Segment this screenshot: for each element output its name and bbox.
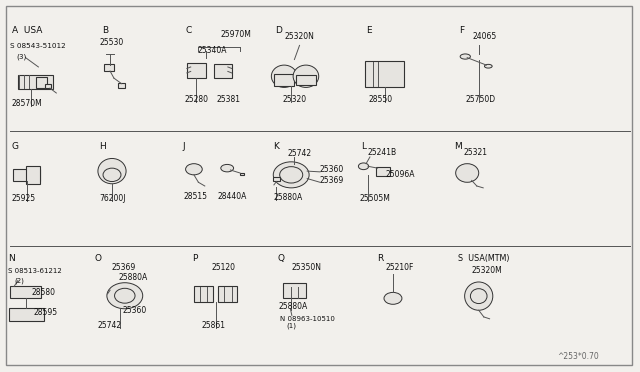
Text: 28440A: 28440A [218,192,247,201]
Ellipse shape [186,164,202,175]
Text: 25320M: 25320M [472,266,502,275]
Text: 28550: 28550 [369,95,393,104]
Text: G: G [12,142,19,151]
FancyBboxPatch shape [296,75,316,85]
Text: S 08513-61212: S 08513-61212 [8,268,62,274]
Text: 25750D: 25750D [466,95,496,104]
Text: R: R [378,254,384,263]
Text: 25742: 25742 [288,149,312,158]
FancyBboxPatch shape [194,286,213,302]
Ellipse shape [456,164,479,182]
Ellipse shape [271,65,297,87]
Text: 25320: 25320 [283,95,307,104]
FancyBboxPatch shape [36,77,47,88]
Ellipse shape [460,54,470,59]
Text: 25742: 25742 [97,321,122,330]
Text: 28515: 28515 [184,192,207,201]
FancyBboxPatch shape [104,64,114,71]
FancyBboxPatch shape [274,74,294,86]
FancyBboxPatch shape [240,173,244,175]
Text: 25880A: 25880A [273,193,303,202]
Text: Q: Q [278,254,285,263]
Text: 25360: 25360 [320,165,344,174]
Text: 25880A: 25880A [278,302,308,311]
Text: 25096A: 25096A [386,170,415,179]
Ellipse shape [293,65,319,87]
Text: K: K [273,142,279,151]
Text: 25120: 25120 [211,263,236,272]
Text: 25369: 25369 [112,263,136,272]
FancyBboxPatch shape [45,84,51,88]
FancyBboxPatch shape [187,63,206,78]
Text: 25505M: 25505M [360,194,390,203]
Ellipse shape [470,289,487,304]
Text: C: C [186,26,192,35]
Text: 25280: 25280 [184,95,209,104]
Text: 25970M: 25970M [221,30,252,39]
Ellipse shape [465,282,493,310]
Text: (3): (3) [16,54,26,60]
Text: (2): (2) [14,278,24,284]
Text: 24065: 24065 [472,32,497,41]
Text: P: P [192,254,197,263]
Ellipse shape [98,158,126,184]
Text: A  USA: A USA [12,26,42,35]
Text: 25340A: 25340A [197,46,227,55]
Ellipse shape [484,64,492,68]
Ellipse shape [280,167,303,183]
Text: 25381: 25381 [216,95,241,104]
Text: S  USA(MTM): S USA(MTM) [458,254,509,263]
Text: D: D [275,26,282,35]
Text: N 08963-10510: N 08963-10510 [280,316,335,322]
Text: B: B [102,26,109,35]
FancyBboxPatch shape [214,64,232,78]
Text: ^253*0.70: ^253*0.70 [557,352,598,361]
Ellipse shape [221,164,234,172]
FancyBboxPatch shape [273,177,280,181]
FancyBboxPatch shape [283,283,306,298]
Ellipse shape [273,162,309,188]
Text: E: E [366,26,372,35]
FancyBboxPatch shape [376,167,390,176]
Text: O: O [95,254,102,263]
FancyBboxPatch shape [13,169,40,181]
Text: 25210F: 25210F [385,263,413,272]
Ellipse shape [103,168,121,182]
Text: 25320N: 25320N [285,32,315,41]
Ellipse shape [384,292,402,304]
Text: M: M [454,142,462,151]
Ellipse shape [115,288,135,303]
FancyBboxPatch shape [18,75,53,89]
Text: 25321: 25321 [463,148,488,157]
Text: 25350N: 25350N [291,263,321,272]
Text: H: H [99,142,106,151]
FancyBboxPatch shape [26,166,40,184]
Text: 28570M: 28570M [12,99,42,108]
Text: 25241B: 25241B [368,148,397,157]
Text: 25925: 25925 [12,194,36,203]
FancyBboxPatch shape [218,286,237,302]
Ellipse shape [107,283,143,309]
Text: S 08543-51012: S 08543-51012 [10,43,65,49]
Text: 25369: 25369 [320,176,344,185]
Text: 76200J: 76200J [99,194,125,203]
FancyBboxPatch shape [10,308,45,321]
FancyBboxPatch shape [365,61,404,87]
Text: 25861: 25861 [202,321,226,330]
Text: N: N [8,254,15,263]
FancyBboxPatch shape [10,286,41,298]
Ellipse shape [358,163,369,170]
Text: 28595: 28595 [33,308,58,317]
Text: L: L [362,142,367,151]
Text: (1): (1) [286,323,296,329]
Text: 25360: 25360 [123,306,147,315]
Text: 28580: 28580 [32,288,56,296]
FancyBboxPatch shape [118,83,125,88]
Text: J: J [182,142,185,151]
Text: 25530: 25530 [99,38,124,46]
Text: F: F [460,26,465,35]
Text: 25880A: 25880A [118,273,148,282]
